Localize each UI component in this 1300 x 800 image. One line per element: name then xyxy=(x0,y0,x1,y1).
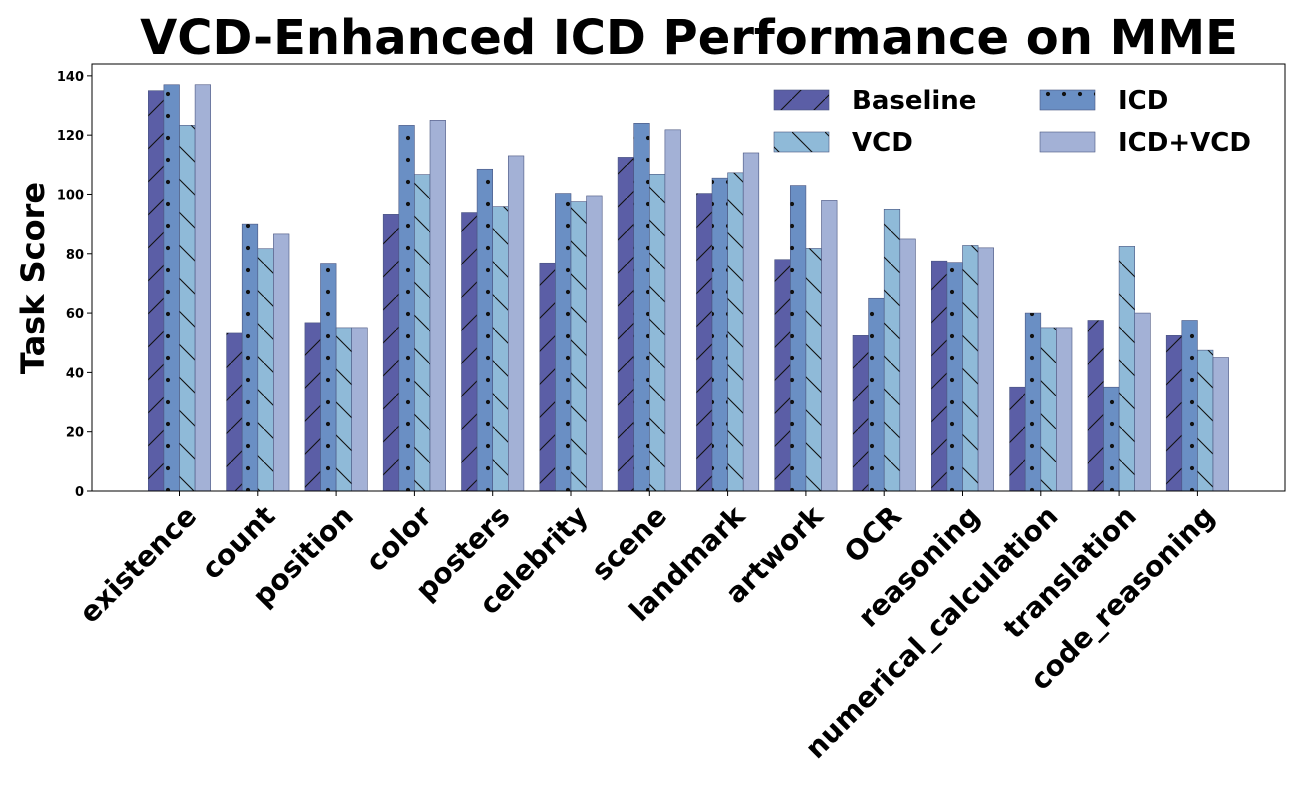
plot-frame xyxy=(91,63,1286,492)
bar-vcd-reasoning xyxy=(962,245,979,492)
bar-icd-posters xyxy=(476,168,494,492)
bar-icd-numerical_calculation xyxy=(1024,312,1042,492)
legend-label: ICD+VCD xyxy=(1118,128,1251,158)
bar-baseline-posters xyxy=(461,212,478,492)
bar-icd-celebrity xyxy=(555,193,572,492)
bar-icd-vcd-position xyxy=(351,327,368,492)
legend-item-icd-vcd: ICD+VCD xyxy=(1039,128,1251,158)
legend-label: ICD xyxy=(1118,86,1168,116)
bar-vcd-ocr xyxy=(883,208,901,492)
bar-baseline-landmark xyxy=(696,193,713,492)
bar-vcd-numerical_calculation xyxy=(1040,327,1057,492)
legend-label: Baseline xyxy=(852,86,976,116)
bar-icd-scene xyxy=(633,123,650,492)
bar-icd-vcd-translation xyxy=(1134,312,1151,492)
bar-baseline-translation xyxy=(1087,320,1104,492)
bar-icd-artwork xyxy=(789,185,807,492)
bar-vcd-landmark xyxy=(727,172,744,492)
bar-icd-code_reasoning xyxy=(1181,320,1198,492)
bar-icd-vcd-reasoning xyxy=(977,247,994,492)
x-tick-label: OCR xyxy=(838,499,908,569)
bar-icd-vcd-ocr xyxy=(899,238,916,492)
bar-icd-position xyxy=(320,263,337,492)
legend-label: VCD xyxy=(852,128,913,158)
chart-title: VCD-Enhanced ICD Performance on MME xyxy=(140,10,1238,66)
y-axis-label: Task Score xyxy=(14,182,52,374)
bar-icd-landmark xyxy=(711,177,728,492)
bar-baseline-scene xyxy=(617,157,634,492)
y-tick-label: 0 xyxy=(75,485,84,500)
y-tick-label: 40 xyxy=(66,366,84,381)
y-tick-label: 80 xyxy=(66,248,84,263)
bar-vcd-existence xyxy=(179,125,196,492)
bar-icd-color xyxy=(398,125,415,492)
y-tick-label: 100 xyxy=(57,188,84,203)
bar-icd-reasoning xyxy=(946,262,963,492)
bar-icd-vcd-scene xyxy=(664,129,681,492)
legend-item-vcd: VCD xyxy=(773,128,913,158)
y-tick-label: 140 xyxy=(57,70,84,85)
x-tick-label: existence xyxy=(73,499,203,629)
bar-vcd-color xyxy=(414,174,431,492)
bar-vcd-artwork xyxy=(805,248,822,492)
bar-vcd-scene xyxy=(648,174,666,492)
bar-baseline-numerical_calculation xyxy=(1009,386,1026,492)
bar-vcd-position xyxy=(335,327,353,492)
bar-icd-vcd-code_reasoning xyxy=(1212,357,1229,492)
bar-icd-vcd-landmark xyxy=(742,152,760,492)
bar-baseline-reasoning xyxy=(930,260,948,492)
bar-icd-vcd-artwork xyxy=(821,200,838,492)
bar-icd-translation xyxy=(1103,386,1120,492)
bar-baseline-count xyxy=(226,332,243,492)
bar-icd-vcd-numerical_calculation xyxy=(1056,327,1073,492)
bar-baseline-celebrity xyxy=(539,262,556,492)
bar-icd-vcd-existence xyxy=(194,84,212,492)
bar-icd-vcd-count xyxy=(273,233,290,492)
y-tick-label: 60 xyxy=(66,307,84,322)
legend-swatch xyxy=(1039,131,1096,153)
legend-item-baseline: Baseline xyxy=(773,86,976,116)
bar-vcd-posters xyxy=(492,206,509,492)
y-tick-label: 20 xyxy=(66,426,84,441)
bar-baseline-color xyxy=(382,214,400,492)
bar-vcd-translation xyxy=(1118,246,1135,492)
legend-item-icd: ICD xyxy=(1039,86,1168,116)
bar-icd-vcd-color xyxy=(429,120,446,492)
bar-icd-vcd-celebrity xyxy=(586,195,603,492)
bar-vcd-count xyxy=(257,248,274,492)
bar-baseline-code_reasoning xyxy=(1165,335,1183,492)
bar-icd-ocr xyxy=(868,297,885,492)
bar-icd-vcd-posters xyxy=(507,155,525,492)
bar-baseline-artwork xyxy=(774,259,791,492)
bar-icd-existence xyxy=(163,84,180,492)
y-tick-label: 120 xyxy=(57,129,84,144)
bar-vcd-code_reasoning xyxy=(1197,349,1214,492)
bar-baseline-ocr xyxy=(852,335,869,492)
bar-baseline-existence xyxy=(148,90,165,492)
bar-icd-count xyxy=(241,223,259,492)
bar-baseline-position xyxy=(304,322,321,492)
bar-vcd-celebrity xyxy=(570,201,587,492)
